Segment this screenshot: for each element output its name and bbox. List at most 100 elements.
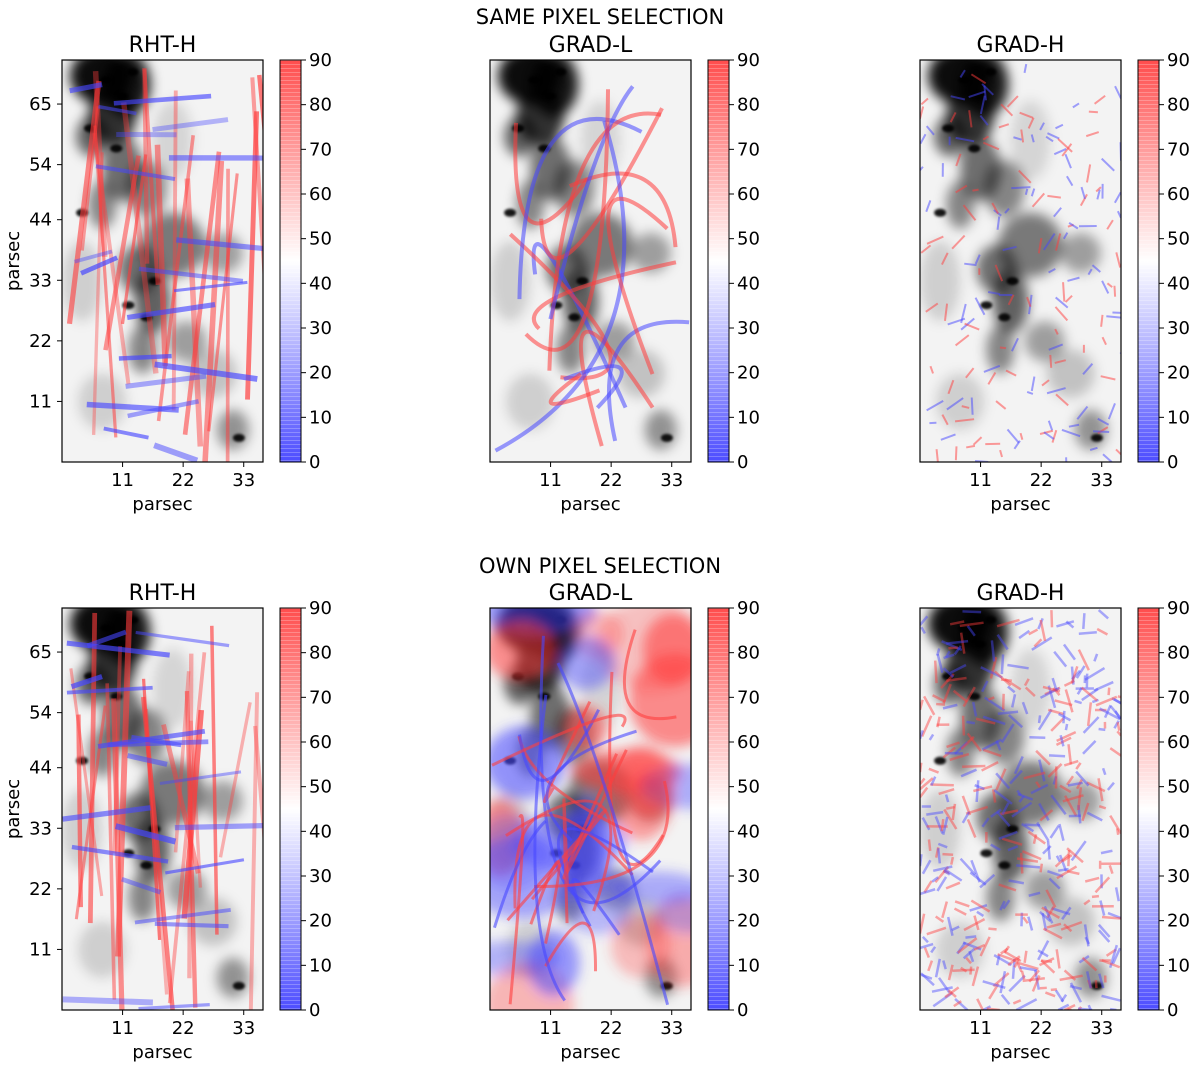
gradient-curve (518, 709, 600, 782)
gradient-segment (1101, 994, 1121, 1002)
gradient-segment (928, 767, 940, 774)
gradient-segment (954, 418, 975, 423)
gradient-segment (966, 444, 976, 449)
gradient-segment (951, 803, 957, 821)
intensity-blob (630, 232, 671, 274)
gradient-segment (1100, 849, 1113, 855)
red-streak (121, 102, 159, 374)
gradient-segment (982, 135, 989, 141)
gradient-segment (1017, 792, 1034, 801)
intensity-blob (946, 180, 975, 229)
gradient-segment (920, 133, 927, 145)
colorbar-tick-label: 10 (737, 407, 760, 428)
gradient-curve (544, 921, 597, 972)
gradient-segment (1047, 708, 1065, 716)
red-streak (112, 646, 123, 854)
gradient-segment (1107, 403, 1116, 420)
gradient-segment (949, 752, 970, 762)
gradient-segment (962, 764, 986, 769)
gradient-segment (1006, 95, 1019, 108)
intensity-core (934, 208, 947, 217)
gradient-segment (925, 125, 935, 136)
blue-streak (154, 361, 258, 382)
gradient-segment (1108, 864, 1114, 875)
gradient-segment (1076, 687, 1083, 695)
gradient-segment (1047, 194, 1061, 199)
gradient-segment (1019, 966, 1038, 972)
intensity-blob (556, 325, 585, 374)
gradient-segment (1012, 999, 1022, 1005)
gradient-segment (1060, 920, 1083, 931)
panel-grad-h: GRAD-H 11 22 33 parsec 0 10 20 30 40 50 60 70 80 90 (919, 33, 1190, 515)
blue-streak (86, 629, 127, 649)
gradient-segment (973, 943, 986, 951)
gradient-segment (1063, 923, 1073, 933)
gradient-segment (944, 986, 960, 999)
blue-streak (125, 373, 207, 389)
gradient-segment (1046, 387, 1066, 395)
gradient-segment (936, 716, 941, 728)
colorbar-tick-label: 20 (1167, 911, 1190, 932)
gradient-curve (508, 814, 525, 1005)
blue-streak (173, 280, 248, 293)
colorbar-frame (707, 607, 730, 1011)
colorbar-tick-label: 20 (737, 363, 760, 384)
gradient-segment (1101, 336, 1107, 346)
gradient-curve (578, 329, 655, 447)
gradient-segment (1018, 169, 1032, 184)
gradient-segment (1067, 744, 1073, 765)
gradient-segment (920, 715, 933, 737)
intensity-blob (504, 116, 537, 157)
blue-streak (152, 117, 229, 133)
gradient-segment (1021, 850, 1042, 861)
x-tick-label: 22 (600, 470, 623, 491)
blue-streak (107, 739, 209, 748)
gradient-curve (529, 860, 561, 944)
gradient-segment (1091, 894, 1100, 899)
gradient-segment (940, 433, 956, 441)
gradient-segment (955, 153, 962, 167)
gradient-segment (952, 689, 968, 703)
gradient-segment (949, 663, 967, 675)
blue-streak (66, 640, 170, 658)
gradient-segment (1007, 845, 1019, 852)
gradient-segment (1070, 666, 1075, 685)
gradient-segment (1086, 164, 1092, 183)
blue-streak (121, 877, 162, 895)
gradient-segment (933, 660, 938, 684)
colorbar-tick-label: 50 (1167, 777, 1190, 798)
gradient-segment (1058, 854, 1068, 872)
red-streak (156, 135, 195, 422)
gradient-segment (1116, 721, 1121, 731)
gradient-segment (955, 136, 975, 143)
gradient-segment (1078, 631, 1097, 636)
gradient-segment (934, 958, 942, 978)
gradient-segment (953, 645, 962, 656)
angle-overlay (62, 610, 263, 1010)
intensity-core (1006, 825, 1019, 834)
intensity-core (958, 624, 971, 633)
gradient-segment (1047, 763, 1063, 778)
blue-streak (74, 249, 113, 264)
gradient-segment (980, 666, 1003, 679)
red-streak (253, 725, 263, 845)
gradient-segment (1074, 699, 1083, 705)
red-streak (93, 125, 118, 438)
gradient-segment (947, 964, 954, 981)
gradient-segment (968, 110, 973, 128)
blue-streak (103, 426, 149, 440)
gradient-segment (975, 780, 980, 803)
gradient-segment (984, 696, 1006, 712)
gradient-segment (1031, 636, 1053, 651)
gradient-segment (1053, 207, 1062, 218)
gradient-segment (1013, 440, 1021, 450)
gradient-segment (1091, 698, 1099, 704)
colorbar-tick-label: 90 (737, 50, 760, 71)
gradient-segment (926, 926, 947, 936)
gradient-segment (954, 334, 970, 347)
gradient-segment (942, 852, 954, 857)
gradient-segment (1039, 429, 1054, 435)
gradient-segment (1045, 135, 1054, 143)
gradient-segment (961, 811, 971, 824)
angle-overlay (920, 63, 1121, 462)
